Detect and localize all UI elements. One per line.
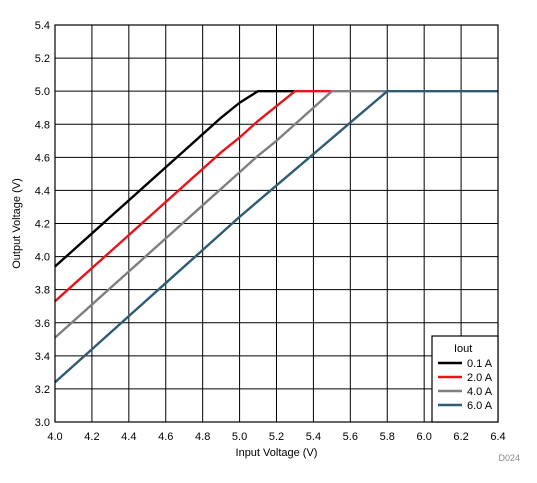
y-tick-label: 4.6 <box>35 152 50 164</box>
x-axis-title: Input Voltage (V) <box>236 447 318 459</box>
x-tick-label: 6.2 <box>453 431 468 443</box>
x-tick-label: 4.8 <box>195 431 210 443</box>
series-line-3 <box>54 89 388 339</box>
legend-title: Iout <box>454 343 472 355</box>
y-tick-label: 4.4 <box>35 185 50 197</box>
x-tick-label: 6.0 <box>417 431 432 443</box>
y-tick-label: 3.6 <box>35 318 50 330</box>
y-tick-label: 5.4 <box>35 20 50 32</box>
legend-items: 0.1 A 2.0 A 4.0 A 6.0 A <box>438 358 493 412</box>
y-tick-label: 4.2 <box>35 219 50 231</box>
x-tick-label: 4.6 <box>158 431 173 443</box>
legend: Iout 0.1 A 2.0 A 4.0 A 6.0 A <box>431 335 499 423</box>
y-tick-label: 4.8 <box>35 119 50 131</box>
series-line-4 <box>54 89 498 384</box>
x-tick-label: 4.4 <box>121 431 136 443</box>
x-tick-label: 5.2 <box>269 431 284 443</box>
x-tick-label: 5.0 <box>232 431 247 443</box>
y-axis-title: Output Voltage (V) <box>11 178 23 269</box>
series-line-2 <box>54 89 332 303</box>
y-tick-label: 5.0 <box>35 86 50 98</box>
y-tick-label: 4.0 <box>35 252 50 264</box>
legend-label: 2.0 A <box>467 372 493 384</box>
y-tick-label: 5.2 <box>35 53 50 65</box>
x-tick-label: 5.4 <box>306 431 321 443</box>
legend-box <box>431 335 499 423</box>
figure-id-label: D024 <box>498 453 520 463</box>
legend-label: 0.1 A <box>467 358 493 370</box>
y-tick-label: 3.2 <box>35 384 50 396</box>
legend-label: 6.0 A <box>467 400 493 412</box>
plot-frame <box>54 24 499 423</box>
x-tick-labels: 4.0 4.2 4.4 4.6 4.8 5.0 5.2 5.4 5.6 5.8 6.0 6.2 6.4 <box>47 431 505 443</box>
series-line-1 <box>54 89 295 268</box>
y-tick-labels: 3.0 3.2 3.4 3.6 3.8 4.0 4.2 4.4 4.6 4.8 5.0 5.2 5.4 <box>35 20 50 429</box>
x-tick-label: 6.4 <box>490 431 505 443</box>
y-tick-label: 3.0 <box>35 417 50 429</box>
x-tick-label: 5.6 <box>343 431 358 443</box>
y-tick-label: 3.8 <box>35 285 50 297</box>
y-tick-label: 3.4 <box>35 351 50 363</box>
legend-label: 4.0 A <box>467 386 493 398</box>
series-layer <box>54 89 498 384</box>
x-tick-label: 5.8 <box>380 431 395 443</box>
x-tick-label: 4.2 <box>84 431 99 443</box>
x-tick-label: 4.0 <box>47 431 62 443</box>
